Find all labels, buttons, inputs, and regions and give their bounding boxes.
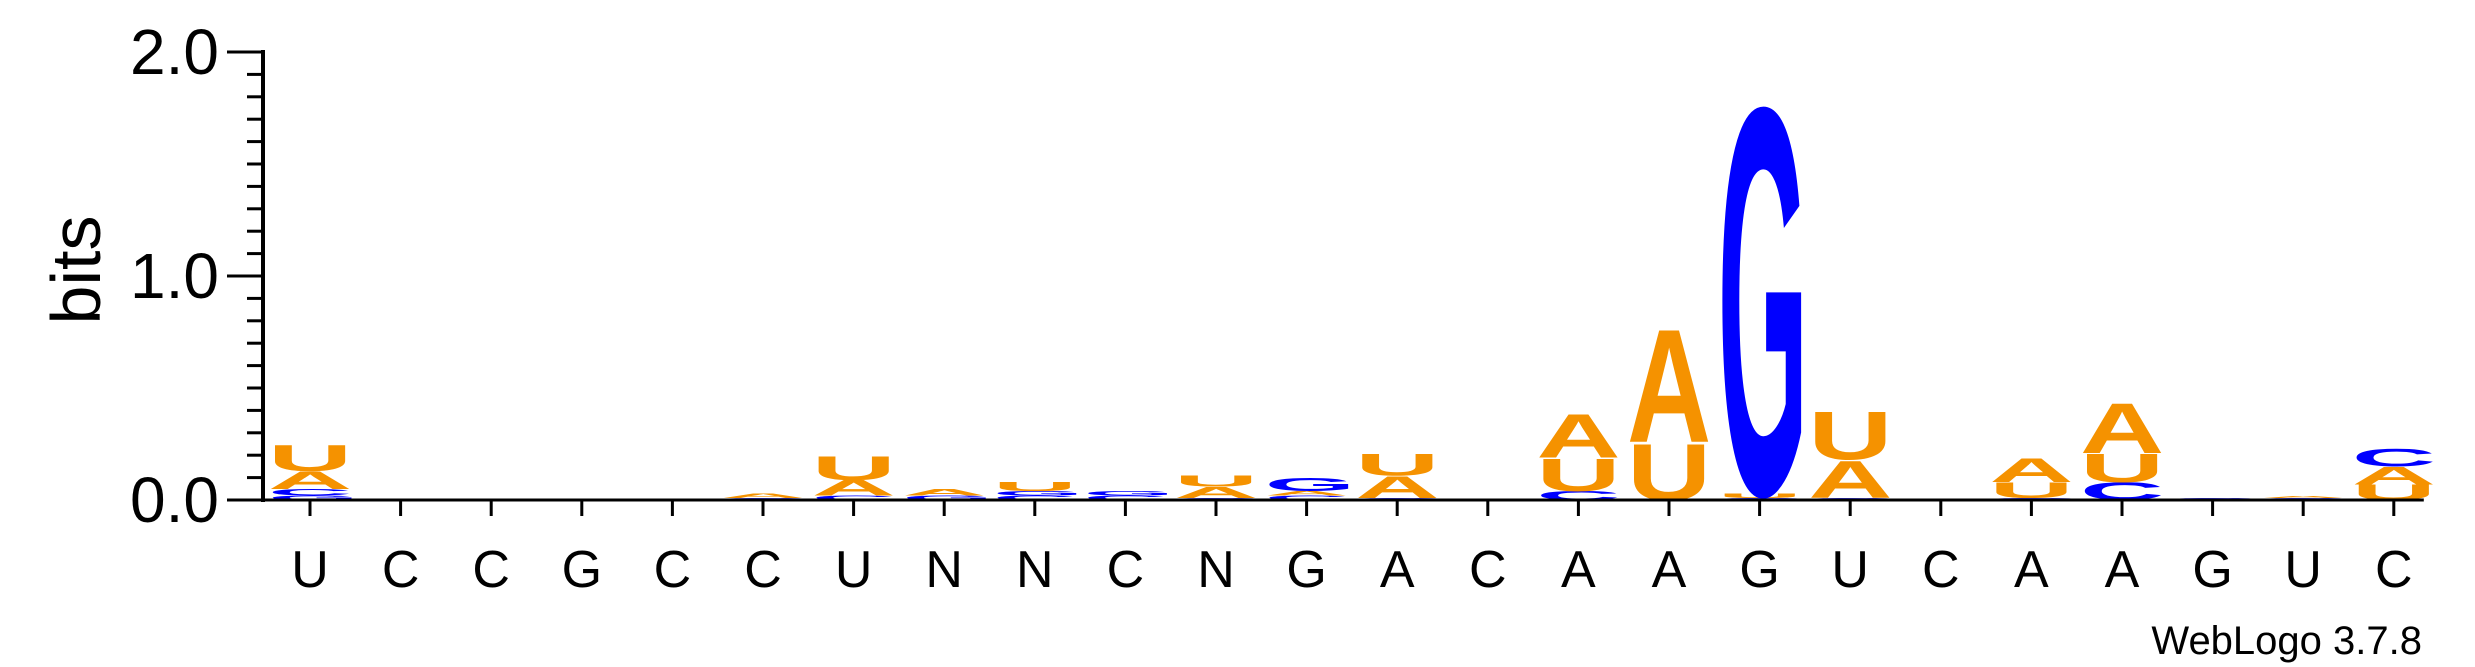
logo-letter-u: U: [993, 480, 1077, 494]
x-tick-label: N: [925, 541, 963, 599]
x-tick-label: U: [1831, 541, 1869, 599]
x-tick-label: U: [2284, 541, 2322, 599]
logo-letter-a: A: [2080, 388, 2164, 469]
logo-letter-c: C: [1265, 494, 1349, 501]
logo-letter-g: G: [993, 490, 1084, 497]
logo-letter-a: A: [812, 476, 896, 500]
y-axis: 0.0 1.0 2.0: [130, 16, 2424, 536]
x-tick-label: C: [472, 541, 510, 599]
y-tick-label: 2.0: [130, 16, 219, 88]
x-tick-label: U: [291, 541, 329, 599]
logo-letter-c: C: [2352, 444, 2436, 472]
x-tick-label: N: [1016, 541, 1054, 599]
x-tick-label: A: [1561, 541, 1596, 599]
x-tick-label: C: [1469, 541, 1507, 599]
logo-letter-a: A: [2352, 462, 2436, 490]
x-tick-label: C: [654, 541, 692, 599]
logo-letter-a: A: [1265, 490, 1349, 497]
logo-letter-g: G: [1083, 490, 1174, 497]
logo-letter-a: A: [1536, 401, 1620, 471]
x-tick-label: A: [2105, 541, 2140, 599]
x-tick-label: C: [1922, 541, 1960, 599]
logo-letter-a: A: [1174, 484, 1258, 501]
logo-letter-a: A: [2261, 495, 2345, 498]
x-tick-label: C: [2375, 541, 2413, 599]
logo-letter-a: A: [1989, 451, 2073, 489]
y-axis-label: bits: [37, 216, 115, 325]
logo-letter-u: U: [1355, 448, 1439, 483]
logo-letter-c: C: [268, 487, 352, 497]
logo-letter-g: G: [1265, 474, 1356, 495]
logo-letter-a: A: [268, 466, 352, 494]
y-tick-label: 1.0: [130, 240, 219, 312]
x-tick-label: G: [1739, 541, 1779, 599]
logo-letter-u: U: [2080, 445, 2164, 490]
logo-letter-u: U: [1989, 478, 2073, 502]
logo-letter-u: U: [268, 438, 352, 479]
x-tick-label: C: [382, 541, 420, 599]
x-tick-label: A: [1380, 541, 1415, 599]
logo-letter-u: U: [1718, 492, 1802, 499]
weblogo-credit: WebLogo 3.7.8: [2151, 619, 2422, 663]
logo-letter-u: U: [1808, 398, 1892, 475]
x-tick-label: U: [835, 541, 873, 599]
x-tick-label: N: [1197, 541, 1235, 599]
logo-letter-c: C: [1083, 494, 1167, 501]
letter-stacks: GCAUCACAUGACGUCGCAUCAGGAUCUAUACUGCAUGUAC…: [268, 0, 2436, 611]
x-tick-label: A: [1652, 541, 1687, 599]
logo-letter-g: G: [902, 494, 993, 501]
logo-letter-c: C: [812, 494, 896, 501]
logo-letter-u: U: [812, 449, 896, 487]
logo-letter-g: G: [1718, 0, 1809, 611]
x-tick-label: G: [2192, 541, 2232, 599]
logo-letter-a: A: [1627, 295, 1711, 476]
logo-letter-u: U: [1536, 449, 1620, 501]
x-tick-label: C: [744, 541, 782, 599]
x-tick-label: A: [2014, 541, 2049, 599]
logo-letter-a: A: [721, 492, 805, 499]
x-tick-label: C: [1107, 541, 1145, 599]
logo-letter-g: G: [268, 494, 359, 501]
x-tick-label: G: [562, 541, 602, 599]
logo-letter-u: U: [1174, 473, 1258, 490]
y-tick-label: 0.0: [130, 464, 219, 536]
logo-letter-c: C: [993, 494, 1077, 501]
logo-letter-a: A: [902, 487, 986, 497]
x-tick-label: G: [1286, 541, 1326, 599]
